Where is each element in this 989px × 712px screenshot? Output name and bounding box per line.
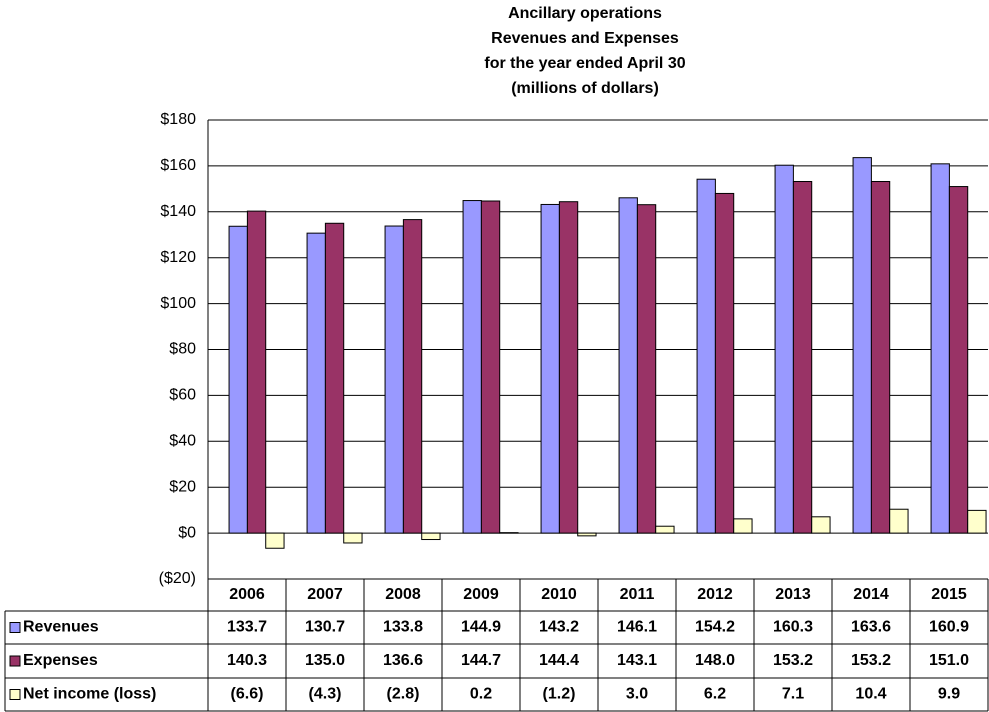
x-tick-label: 2012 bbox=[697, 586, 733, 603]
bar bbox=[655, 525, 675, 534]
data-label: 10.4 bbox=[855, 686, 886, 703]
y-tick-label: $80 bbox=[169, 341, 196, 358]
x-tick-label: 2014 bbox=[853, 586, 889, 603]
bar bbox=[696, 178, 716, 534]
y-tick-label: $40 bbox=[169, 433, 196, 450]
x-tick-label: 2013 bbox=[775, 586, 811, 603]
x-tick-label: 2015 bbox=[931, 586, 967, 603]
bar bbox=[930, 163, 950, 534]
bar bbox=[618, 197, 638, 534]
data-label: 136.6 bbox=[383, 652, 423, 669]
data-label: 143.1 bbox=[617, 652, 657, 669]
bar bbox=[870, 181, 891, 534]
data-label: 6.2 bbox=[704, 686, 726, 703]
legend-label: Net income (loss) bbox=[23, 686, 156, 703]
bar bbox=[480, 200, 501, 534]
x-tick-label: 2006 bbox=[229, 586, 265, 603]
data-label: (6.6) bbox=[231, 686, 264, 703]
bar bbox=[228, 225, 248, 534]
data-label: 144.9 bbox=[461, 619, 501, 636]
data-label: 9.9 bbox=[938, 686, 960, 703]
chart-title: Revenues and Expenses bbox=[491, 30, 679, 47]
y-tick-label: $160 bbox=[160, 157, 196, 174]
bar bbox=[811, 516, 831, 534]
bar bbox=[462, 200, 482, 534]
bar bbox=[246, 210, 267, 534]
bar bbox=[792, 181, 813, 534]
bar bbox=[558, 201, 579, 534]
legend-swatch bbox=[9, 689, 21, 700]
data-label: 160.3 bbox=[773, 619, 813, 636]
bar bbox=[384, 225, 404, 534]
bar bbox=[967, 509, 987, 534]
x-tick-label: 2009 bbox=[463, 586, 499, 603]
bar bbox=[733, 518, 753, 534]
bar bbox=[714, 192, 735, 534]
data-label: 153.2 bbox=[851, 652, 891, 669]
data-label: 130.7 bbox=[305, 619, 345, 636]
data-label: 144.4 bbox=[539, 652, 579, 669]
bar bbox=[306, 232, 326, 534]
data-label: 144.7 bbox=[461, 652, 501, 669]
bar bbox=[636, 204, 657, 534]
legend-label: Expenses bbox=[23, 652, 98, 669]
data-label: 154.2 bbox=[695, 619, 735, 636]
bar bbox=[421, 532, 441, 541]
x-tick-label: 2011 bbox=[620, 586, 655, 603]
data-label: 7.1 bbox=[782, 686, 804, 703]
data-label: (1.2) bbox=[543, 686, 576, 703]
bar bbox=[948, 186, 969, 534]
legend-swatch bbox=[9, 622, 21, 633]
bar bbox=[402, 219, 423, 534]
data-label: (4.3) bbox=[309, 686, 342, 703]
data-label: (2.8) bbox=[387, 686, 420, 703]
data-label: 148.0 bbox=[695, 652, 735, 669]
bar bbox=[889, 508, 909, 534]
y-tick-label: ($20) bbox=[159, 570, 196, 587]
bar bbox=[540, 203, 560, 534]
data-label: 146.1 bbox=[617, 619, 657, 636]
y-tick-label: $180 bbox=[160, 111, 196, 128]
bar bbox=[324, 222, 345, 534]
legend-label: Revenues bbox=[23, 619, 99, 636]
data-label: 143.2 bbox=[539, 619, 579, 636]
chart-title: Ancillary operations bbox=[508, 5, 662, 22]
data-label: 160.9 bbox=[929, 619, 969, 636]
bar bbox=[343, 532, 363, 544]
x-tick-label: 2010 bbox=[541, 586, 577, 603]
y-tick-label: $100 bbox=[160, 295, 196, 312]
bar bbox=[577, 532, 597, 537]
x-tick-label: 2007 bbox=[307, 586, 343, 603]
data-label: 133.8 bbox=[383, 619, 423, 636]
y-tick-label: $0 bbox=[178, 524, 196, 541]
bar bbox=[774, 164, 794, 534]
data-label: 135.0 bbox=[305, 652, 345, 669]
chart-title: (millions of dollars) bbox=[511, 80, 659, 97]
y-tick-label: $60 bbox=[169, 387, 196, 404]
y-tick-label: $140 bbox=[160, 203, 196, 220]
data-label: 3.0 bbox=[626, 686, 648, 703]
bar bbox=[852, 157, 872, 534]
legend-swatch bbox=[9, 655, 21, 667]
data-label: 151.0 bbox=[929, 652, 969, 669]
data-label: 0.2 bbox=[470, 686, 492, 703]
x-tick-label: 2008 bbox=[385, 586, 421, 603]
chart-title: for the year ended April 30 bbox=[484, 55, 685, 72]
data-label: 153.2 bbox=[773, 652, 813, 669]
data-label: 140.3 bbox=[227, 652, 267, 669]
data-label: 133.7 bbox=[227, 619, 267, 636]
y-tick-label: $20 bbox=[169, 478, 196, 495]
y-tick-label: $120 bbox=[160, 249, 196, 266]
data-label: 163.6 bbox=[851, 619, 891, 636]
bar bbox=[265, 532, 285, 549]
